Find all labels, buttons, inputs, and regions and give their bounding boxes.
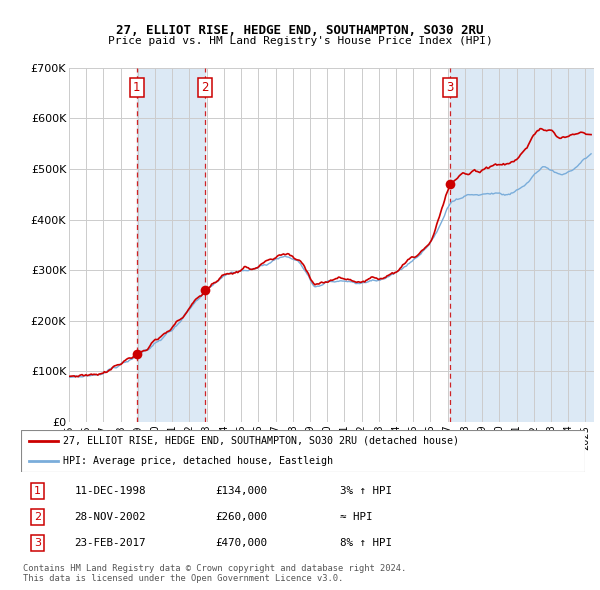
Text: ≈ HPI: ≈ HPI bbox=[340, 512, 372, 522]
FancyBboxPatch shape bbox=[21, 430, 585, 472]
Bar bbox=[450, 68, 594, 422]
Text: 3: 3 bbox=[446, 81, 454, 94]
Text: 3: 3 bbox=[34, 538, 41, 548]
Text: Price paid vs. HM Land Registry's House Price Index (HPI): Price paid vs. HM Land Registry's House … bbox=[107, 36, 493, 46]
Text: £470,000: £470,000 bbox=[215, 538, 268, 548]
Text: 1: 1 bbox=[133, 81, 140, 94]
Text: HPI: Average price, detached house, Eastleigh: HPI: Average price, detached house, East… bbox=[64, 455, 334, 466]
Text: £134,000: £134,000 bbox=[215, 486, 268, 496]
Bar bbox=[137, 68, 205, 422]
Text: 8% ↑ HPI: 8% ↑ HPI bbox=[340, 538, 392, 548]
Text: Contains HM Land Registry data © Crown copyright and database right 2024.
This d: Contains HM Land Registry data © Crown c… bbox=[23, 564, 406, 584]
Text: 2: 2 bbox=[202, 81, 209, 94]
Text: 27, ELLIOT RISE, HEDGE END, SOUTHAMPTON, SO30 2RU: 27, ELLIOT RISE, HEDGE END, SOUTHAMPTON,… bbox=[116, 24, 484, 37]
Text: 28-NOV-2002: 28-NOV-2002 bbox=[74, 512, 146, 522]
Text: 2: 2 bbox=[34, 512, 41, 522]
Text: 1: 1 bbox=[34, 486, 41, 496]
Text: 23-FEB-2017: 23-FEB-2017 bbox=[74, 538, 146, 548]
Text: 11-DEC-1998: 11-DEC-1998 bbox=[74, 486, 146, 496]
Text: 27, ELLIOT RISE, HEDGE END, SOUTHAMPTON, SO30 2RU (detached house): 27, ELLIOT RISE, HEDGE END, SOUTHAMPTON,… bbox=[64, 436, 460, 446]
Text: 3% ↑ HPI: 3% ↑ HPI bbox=[340, 486, 392, 496]
Text: £260,000: £260,000 bbox=[215, 512, 268, 522]
